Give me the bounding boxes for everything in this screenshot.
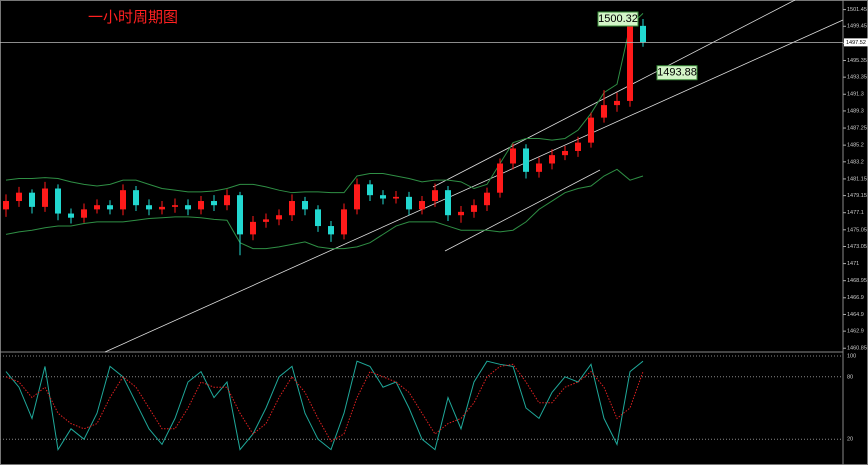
candle-body bbox=[393, 196, 399, 199]
bollinger-band bbox=[5, 168, 644, 250]
price-label: 1493.88 bbox=[657, 67, 697, 79]
price-label: 1500.32 bbox=[598, 13, 638, 25]
candle-body bbox=[354, 184, 360, 210]
candle-body bbox=[42, 188, 48, 207]
candle-body bbox=[250, 221, 256, 235]
candle-body bbox=[562, 150, 568, 156]
bollinger-band bbox=[5, 12, 644, 194]
candle-body bbox=[120, 190, 126, 210]
y-tick-label: 80 bbox=[847, 374, 853, 380]
trend-line bbox=[444, 169, 601, 252]
candle-body bbox=[341, 209, 347, 235]
candle-body bbox=[198, 201, 204, 210]
candle-body bbox=[367, 184, 373, 196]
price-label-box bbox=[597, 11, 639, 27]
candle-body bbox=[16, 192, 22, 202]
y-tick-label: 1483.2 bbox=[847, 159, 864, 165]
candle-body bbox=[29, 192, 35, 207]
candle-body bbox=[289, 201, 295, 216]
price-label-box bbox=[656, 65, 698, 81]
candle-body bbox=[549, 155, 555, 164]
y-tick-label: 1499.45 bbox=[847, 24, 867, 30]
y-tick-label: 1481.15 bbox=[847, 176, 867, 182]
candle-body bbox=[458, 211, 464, 216]
candle-body bbox=[211, 201, 217, 206]
y-tick-label: 1473.05 bbox=[847, 244, 867, 250]
candle-body bbox=[640, 25, 646, 43]
candle-body bbox=[588, 117, 594, 143]
candle-body bbox=[471, 205, 477, 212]
trend-line bbox=[432, 0, 796, 188]
stochastic-line bbox=[5, 360, 644, 452]
candle-body bbox=[614, 100, 620, 106]
candle-body bbox=[159, 206, 165, 210]
y-tick-label: 1462.9 bbox=[847, 329, 864, 335]
price-line-tag bbox=[844, 38, 868, 47]
y-tick-label: 1475.05 bbox=[847, 227, 867, 233]
candle-body bbox=[237, 195, 243, 235]
candle-body bbox=[523, 148, 529, 172]
y-tick-label: 1464.9 bbox=[847, 312, 864, 318]
stochastic-line bbox=[5, 363, 644, 442]
candle-body bbox=[406, 196, 412, 210]
candle-body bbox=[627, 25, 633, 101]
price-line-label: 1497.52 bbox=[846, 40, 866, 46]
candle-body bbox=[81, 209, 87, 218]
candle-body bbox=[224, 195, 230, 206]
candle-body bbox=[94, 205, 100, 210]
y-tick-label: 100 bbox=[847, 353, 856, 359]
y-tick-label: 1471 bbox=[847, 261, 859, 267]
candle-body bbox=[3, 201, 9, 210]
candle-body bbox=[302, 201, 308, 210]
trend-line bbox=[104, 19, 844, 353]
y-tick-label: 1501.45 bbox=[847, 7, 867, 13]
candle-body bbox=[445, 190, 451, 216]
candle-body bbox=[419, 201, 425, 210]
candle-body bbox=[380, 195, 386, 199]
candle-body bbox=[55, 188, 61, 214]
candle-body bbox=[263, 219, 269, 222]
y-tick-label: 1487.25 bbox=[847, 125, 867, 131]
candle-body bbox=[172, 205, 178, 207]
candle-body bbox=[536, 163, 542, 172]
candle-body bbox=[432, 190, 438, 202]
candle-body bbox=[575, 142, 581, 151]
y-tick-label: 1489.3 bbox=[847, 108, 864, 114]
candle-body bbox=[601, 105, 607, 118]
y-tick-label: 1491.3 bbox=[847, 92, 864, 98]
y-tick-label: 1466.9 bbox=[847, 295, 864, 301]
candle-body bbox=[133, 190, 139, 206]
chart-title: 一小时周期图 bbox=[88, 8, 178, 26]
candle-body bbox=[328, 226, 334, 235]
y-tick-label: 1479.15 bbox=[847, 193, 867, 199]
y-tick-label: 1460.85 bbox=[847, 346, 867, 352]
y-tick-label: 1493.35 bbox=[847, 75, 867, 81]
candle-body bbox=[68, 213, 74, 218]
candle-body bbox=[484, 192, 490, 206]
y-tick-label: 1468.95 bbox=[847, 278, 867, 284]
candle-body bbox=[497, 163, 503, 193]
y-tick-label: 20 bbox=[847, 437, 853, 443]
candle-body bbox=[146, 205, 152, 210]
candle-body bbox=[276, 215, 282, 220]
candle-body bbox=[510, 148, 516, 164]
candle-body bbox=[185, 205, 191, 210]
y-tick-label: 1477.1 bbox=[847, 210, 864, 216]
candle-body bbox=[107, 205, 113, 210]
y-tick-label: 1495.35 bbox=[847, 58, 867, 64]
candle-body bbox=[315, 209, 321, 227]
y-tick-label: 1485.2 bbox=[847, 143, 864, 149]
